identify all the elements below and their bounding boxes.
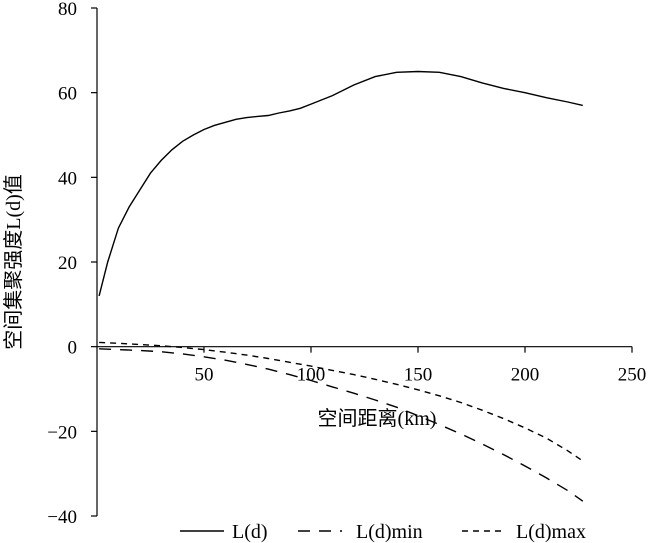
y-ticks: 80 60 40 20 0 −20 −40 [47,0,97,528]
axes [96,8,632,516]
series-line-ld [98,70,583,297]
y-tick-label: 40 [58,168,77,189]
y-tick-label: −20 [47,422,77,443]
x-axis-label: 空间距离(km) [318,407,437,430]
series-line-ldmax [99,341,584,462]
y-tick-label: 0 [68,338,78,359]
y-tick-label: 20 [58,253,77,274]
y-tick-label: 60 [58,84,77,105]
legend-label: L(d)min [356,521,423,543]
legend-label: L(d) [232,521,268,543]
y-axis-label: 空间集聚强度L(d)值 [2,174,25,350]
x-tick-label: 100 [297,365,326,386]
y-tick-label: 80 [58,0,77,20]
legend: L(d) L(d)min L(d)max [180,521,586,543]
x-tick-label: 250 [618,365,647,386]
series-lines [98,70,584,502]
x-tick-label: 50 [195,365,214,386]
y-tick-label: −40 [47,507,77,528]
x-ticks: 50 100 150 200 250 [195,346,647,386]
series-line-ldmin [99,348,584,502]
x-tick-label: 150 [404,365,433,386]
x-tick-label: 200 [511,365,540,386]
legend-label: L(d)max [516,521,586,543]
